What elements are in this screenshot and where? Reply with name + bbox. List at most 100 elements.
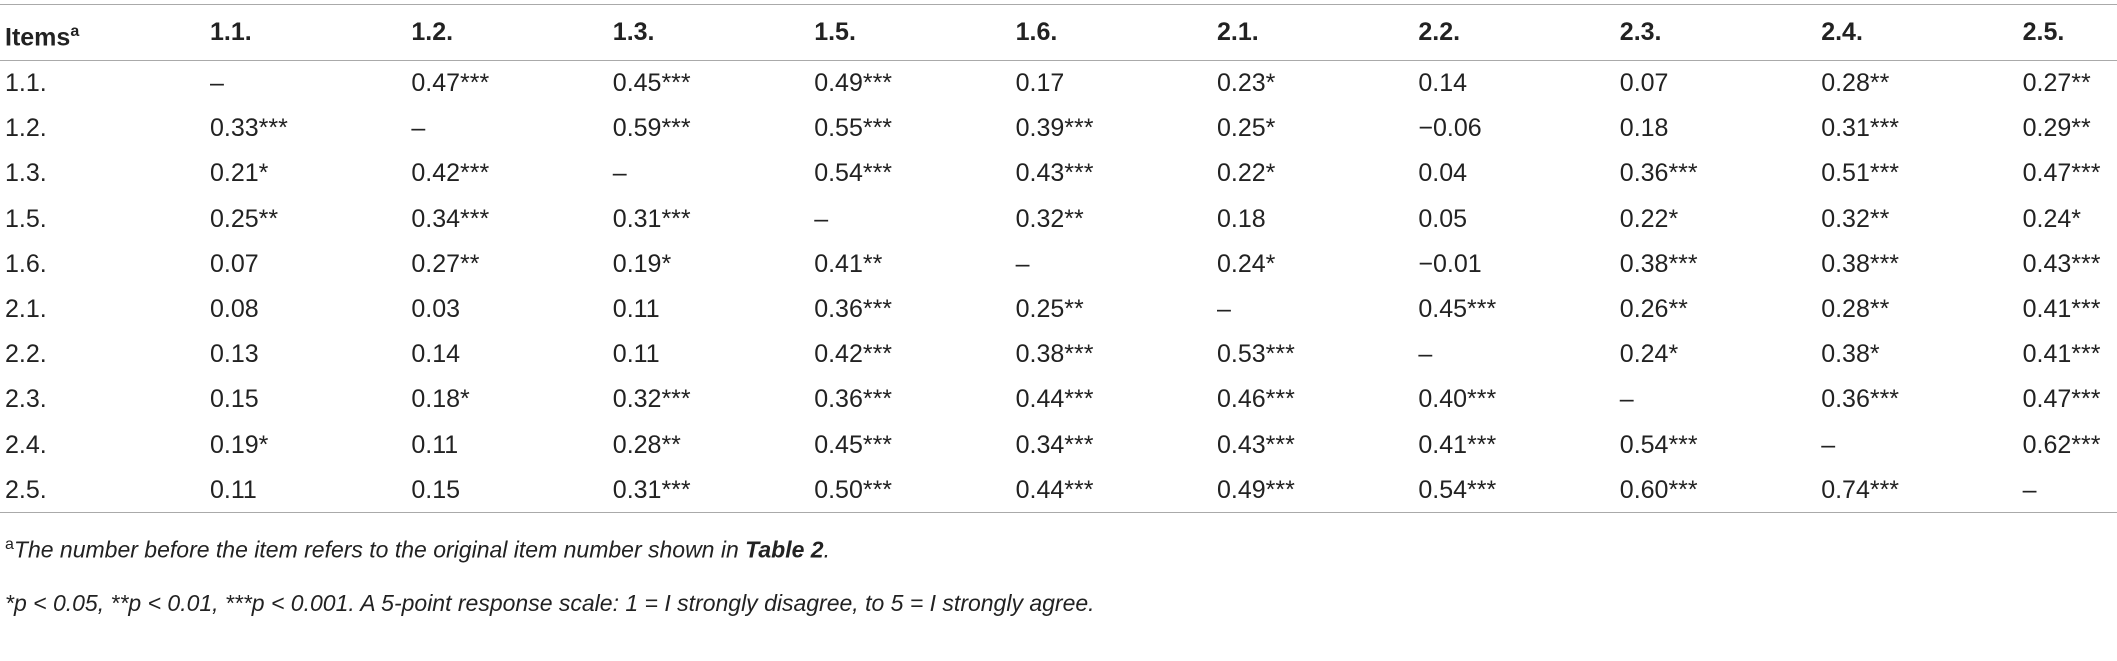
footnote-marker: a (5, 536, 14, 553)
table-cell: 0.38* (1821, 340, 1880, 369)
table-cell: 0.49*** (1217, 475, 1295, 504)
table-cell: −0.01 (1418, 249, 1482, 278)
table-cell: 0.43*** (2022, 249, 2101, 278)
table-cell: 0.22* (1217, 159, 1276, 188)
table-cell: 0.59*** (612, 114, 691, 143)
column-header: 2.2. (1418, 18, 1461, 46)
row-label: 1.3. (5, 159, 47, 188)
table-cell: 0.34*** (1015, 430, 1094, 459)
table-cell: 0.25* (1217, 114, 1276, 143)
table-cell: 0.11 (411, 430, 459, 459)
table-cell: 0.51*** (1821, 159, 1900, 188)
table-cell: 0.19* (210, 430, 269, 459)
row-label: 1.6. (5, 249, 47, 278)
table-cell: 0.24* (1619, 340, 1679, 369)
table-cell: 0.21* (210, 159, 269, 188)
table-cell: 0.19* (612, 249, 672, 278)
table-cell: 0.54*** (814, 159, 893, 188)
row-label: 1.5. (5, 204, 47, 233)
column-header: 2.5. (2022, 18, 2065, 46)
row-label: 2.3. (5, 385, 47, 414)
table-cell: – (210, 69, 224, 97)
table-cell: 0.43*** (1015, 159, 1094, 188)
table-cell: – (612, 159, 627, 188)
table-cell: 0.42*** (814, 340, 893, 369)
table-cell: 0.15 (411, 475, 461, 504)
row-label: 1.2. (5, 114, 47, 143)
table-cell: – (1821, 430, 1836, 459)
table-cell: 0.14 (411, 340, 461, 369)
table-cell: 0.05 (1418, 204, 1468, 233)
table-cell: 0.47*** (411, 69, 490, 97)
table-cell: 0.41*** (1418, 430, 1497, 459)
table-cell: 0.11 (612, 295, 660, 323)
table-cell: 0.49*** (814, 69, 893, 97)
table-cell: 0.40*** (1418, 385, 1497, 414)
table-cell: 0.39*** (1015, 114, 1094, 143)
column-header: 1.3. (612, 18, 655, 46)
bottom-rule (0, 512, 2117, 513)
column-header: 1.5. (814, 18, 856, 46)
column-header: 2.4. (1821, 18, 1863, 46)
table-cell: 0.31*** (612, 204, 691, 233)
table-cell: 0.38*** (1821, 249, 1900, 278)
table-cell: 0.46*** (1217, 385, 1295, 414)
table-cell: 0.45*** (612, 69, 691, 97)
table-cell: – (814, 204, 829, 233)
table-cell: 0.74*** (1821, 475, 1900, 504)
table-cell: 0.28** (1821, 69, 1890, 97)
table-cell: 0.26** (1619, 295, 1688, 323)
table-cell: 0.36*** (1619, 159, 1698, 188)
footnote-text: The number before the item refers to the… (13, 536, 746, 563)
table-cell: 0.55*** (814, 114, 893, 143)
footnote-end: . (823, 536, 830, 563)
table-cell: 0.18* (411, 385, 470, 414)
table-cell: 0.43*** (1217, 430, 1295, 459)
table-cell: 0.07 (210, 249, 259, 278)
table-cell: 0.36*** (814, 295, 893, 323)
column-header: Itemsa (5, 23, 80, 52)
table-cell: – (1217, 295, 1231, 323)
header-marker: a (70, 23, 80, 40)
table-cell: 0.32** (1015, 204, 1084, 233)
table-cell: 0.62*** (2022, 430, 2101, 459)
table-cell: 0.44*** (1015, 475, 1094, 504)
table-cell: 0.36*** (814, 385, 893, 414)
table-cell: 0.47*** (2022, 159, 2101, 188)
table-cell: 0.22* (1619, 204, 1679, 233)
footnote: aThe number before the item refers to th… (5, 536, 830, 564)
table-cell: – (411, 114, 426, 143)
table-cell: 0.18 (1619, 114, 1669, 143)
table-cell: 0.08 (210, 295, 259, 323)
table-cell: 0.41*** (2022, 295, 2101, 323)
table-cell: 0.44*** (1015, 385, 1094, 414)
table-cell: 0.24* (2022, 204, 2081, 233)
table-cell: 0.13 (210, 340, 259, 369)
row-label: 2.2. (5, 340, 47, 369)
table-cell: 0.34*** (411, 204, 490, 233)
table-cell: 0.25** (1015, 295, 1084, 323)
table-cell: 0.27** (411, 249, 480, 278)
table-cell: 0.33*** (210, 114, 288, 143)
table-cell: 0.31*** (1821, 114, 1900, 143)
table-cell: 0.14 (1418, 69, 1468, 97)
table-cell: 0.60*** (1619, 475, 1698, 504)
column-header: 1.2. (411, 18, 454, 46)
table-cell: 0.03 (411, 295, 461, 323)
row-label: 2.4. (5, 430, 47, 459)
header-rule (0, 60, 2117, 61)
table-cell: 0.32** (1821, 204, 1890, 233)
table-cell: 0.11 (612, 340, 660, 369)
table-cell: 0.31*** (612, 475, 691, 504)
table-cell: 0.07 (1619, 69, 1669, 97)
table-cell: – (2022, 475, 2037, 504)
table-cell: 0.17 (1015, 69, 1065, 97)
table-cell: 0.11 (210, 475, 257, 504)
table-cell: – (1015, 249, 1030, 278)
column-header: 1.6. (1015, 18, 1058, 46)
table-cell: 0.15 (210, 385, 259, 414)
table-cell: 0.25** (210, 204, 279, 233)
table-cell: 0.41** (814, 249, 883, 278)
table-cell: 0.36*** (1821, 385, 1900, 414)
table-cell: 0.04 (1418, 159, 1468, 188)
